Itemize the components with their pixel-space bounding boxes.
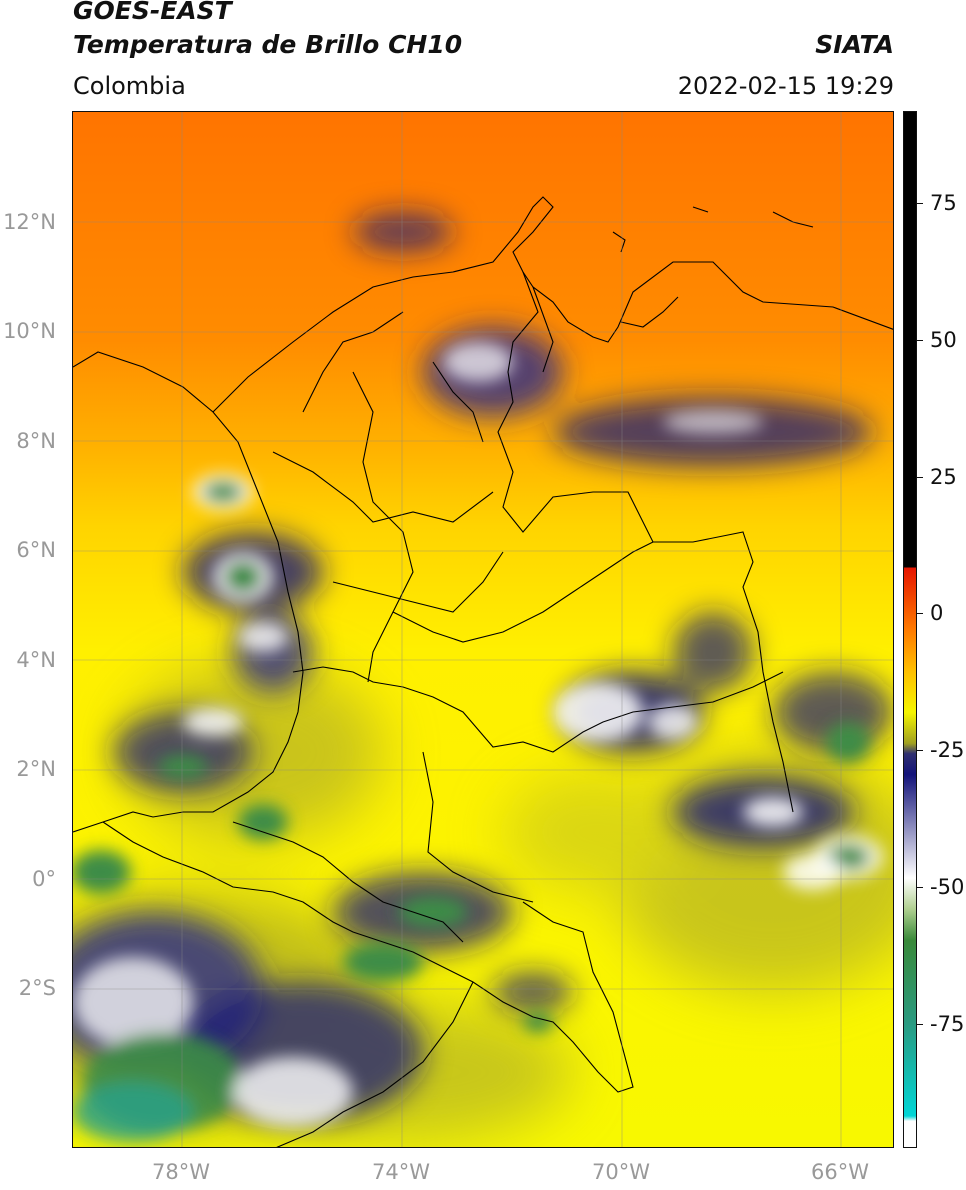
- region-label: Colombia: [73, 72, 186, 100]
- lat-label-2n: 2°N: [16, 757, 56, 781]
- colorbar-label-minus25: -25: [930, 738, 965, 762]
- temperature-colorbar: [903, 111, 917, 1148]
- colorbar-tick: [917, 203, 923, 204]
- product-title: Temperatura de Brillo CH10: [73, 30, 463, 59]
- coldest-cloud-cores: [73, 342, 883, 1142]
- graticule: [73, 112, 893, 1147]
- coastlines-and-borders: [73, 196, 893, 1147]
- colorbar-tick: [917, 613, 923, 614]
- brand-label: SIATA: [815, 30, 894, 59]
- colorbar-label-0: 0: [930, 601, 944, 625]
- colorbar-label-75: 75: [930, 191, 957, 215]
- lon-label-74w: 74°W: [372, 1160, 430, 1184]
- satellite-title: GOES-EAST: [73, 0, 232, 25]
- lat-label-12n: 12°N: [3, 210, 56, 234]
- colorbar-tick: [917, 887, 923, 888]
- lon-label-70w: 70°W: [592, 1160, 650, 1184]
- colorbar-label-minus75: -75: [930, 1012, 965, 1036]
- lat-label-4n: 4°N: [16, 648, 56, 672]
- lat-label-6n: 6°N: [16, 538, 56, 562]
- colorbar-label-50: 50: [930, 328, 957, 352]
- colorbar-tick: [917, 477, 923, 478]
- colorbar-tick: [917, 340, 923, 341]
- colorbar-label-25: 25: [930, 465, 957, 489]
- lat-label-equator: 0°: [32, 867, 56, 891]
- lat-label-10n: 10°N: [3, 319, 56, 343]
- colorbar-label-minus50: -50: [930, 875, 965, 899]
- lon-label-66w: 66°W: [811, 1160, 869, 1184]
- colorbar-tick: [917, 750, 923, 751]
- satellite-map[interactable]: [72, 111, 894, 1148]
- lat-label-2s: 2°S: [18, 976, 56, 1000]
- lon-label-78w: 78°W: [152, 1160, 210, 1184]
- lat-label-8n: 8°N: [16, 429, 56, 453]
- colorbar-tick: [917, 1024, 923, 1025]
- timestamp-label: 2022-02-15 19:29: [677, 72, 894, 100]
